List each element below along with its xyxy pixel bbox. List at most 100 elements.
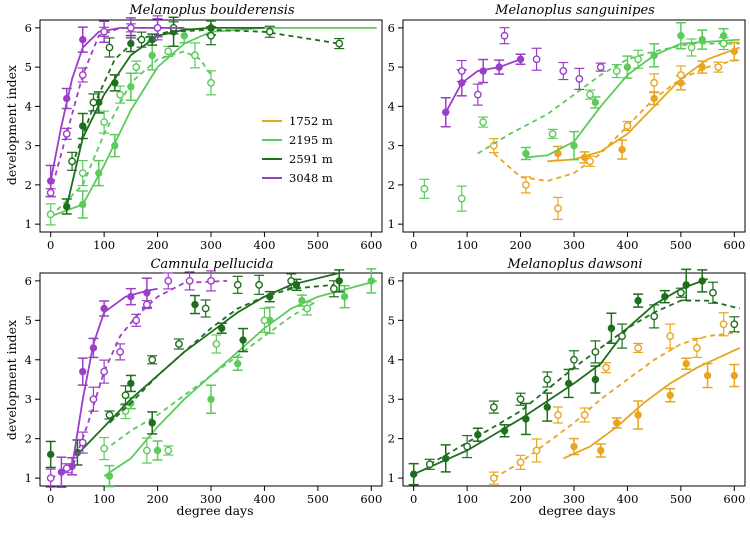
data-point-filled [148,51,156,60]
data-point-open [596,63,605,72]
data-point-open [532,446,541,455]
data-point-open [137,35,146,44]
data-point-open [532,55,541,64]
legend-label-2195m: 2195 m [289,133,333,147]
data-point-filled [613,419,621,427]
data-point-filled [698,277,706,285]
y-tick-label: 2 [388,178,395,192]
data-point-filled [442,108,450,116]
data-point-open [676,288,685,297]
fit-line-dashed-2195-m [103,299,319,452]
data-point-open [693,344,701,352]
data-point-open [489,403,498,412]
data-point-filled [127,292,135,301]
x-tick-label: 200 [510,238,532,252]
data-point-filled [623,63,632,71]
fit-line-dashed-2591-m [429,299,740,466]
data-point-open [233,280,242,289]
series-2195-m [419,21,740,212]
x-tick-label: 300 [200,238,222,252]
data-point-open [687,43,696,52]
data-point-open [634,55,643,64]
y-axis-label-top: development index [4,65,19,185]
data-point-filled [79,200,87,209]
data-point-filled [239,336,247,344]
data-point-open [714,63,723,72]
x-tick-label: 100 [93,238,115,252]
data-point-filled [89,344,98,352]
data-point-open [666,332,675,341]
x-tick-label: 0 [47,238,54,252]
data-point-open [425,460,434,469]
data-point-open [116,347,125,356]
fit-line-solid-2195-m [525,38,740,159]
data-point-filled [127,39,135,48]
data-point-filled [153,446,162,455]
data-point-open [132,63,141,72]
data-point-open [78,169,87,178]
data-point-filled [543,403,551,411]
data-point-filled [180,32,188,40]
fit-line-dashed-3048-m [50,280,228,479]
data-point-filled [79,367,87,376]
data-point-filled [634,296,642,305]
legend: 1752 m 2195 m 2591 m 3048 m [262,114,333,185]
data-point-open [207,276,215,285]
y-tick-label: 2 [388,432,395,446]
data-point-filled [292,281,301,289]
data-point-filled [127,379,135,388]
x-tick-label: 500 [307,492,329,506]
x-axis-label-right: degree days [538,503,615,518]
data-point-open [516,395,525,404]
data-point-filled [46,177,55,185]
series-2591-m [408,268,740,486]
y-tick-label: 5 [25,313,32,327]
data-point-filled [522,149,530,158]
series-3048-m [45,270,228,488]
y-tick-label: 5 [25,60,32,74]
data-point-open [255,280,263,289]
data-point-filled [79,122,87,130]
data-point-open [207,78,215,87]
data-point-open [175,340,183,348]
fit-line-solid-2591-m [76,272,340,456]
y-tick-label: 6 [25,21,32,35]
data-point-open [126,23,135,32]
data-point-open [185,276,194,285]
x-tick-label: 400 [253,492,275,506]
data-point-open [489,141,498,150]
legend-label-3048m: 3048 m [289,171,333,185]
fit-line-solid-2591-m [413,278,708,476]
data-point-filled [597,446,605,455]
y-tick-label: 4 [25,99,32,113]
data-point-open [463,442,472,451]
y-axis-label-bottom: development index [4,320,19,440]
data-point-filled [63,202,71,211]
fit-line-solid-1752-m [562,347,741,460]
fit-line-dashed-2195-m [477,42,740,155]
data-point-open [46,188,55,197]
data-point-open [489,474,498,483]
data-point-open [623,122,632,130]
data-point-open [287,276,296,285]
data-point-open [676,71,685,79]
data-point-open [586,157,594,166]
data-point-filled [730,47,739,56]
data-point-open [100,367,109,376]
data-point-filled [63,94,71,103]
fit-line-dashed-2591-m [108,283,334,424]
data-point-filled [698,63,706,71]
data-point-open [559,67,568,75]
data-point-open [46,210,55,219]
x-tick-label: 500 [307,238,329,252]
legend-label-2591m: 2591 m [289,152,333,166]
x-tick-label: 300 [563,492,585,506]
x-tick-label: 500 [670,492,692,506]
data-point-open [479,118,488,126]
y-tick-label: 6 [25,274,32,288]
x-tick-label: 400 [616,238,638,252]
x-tick-label: 200 [147,238,169,252]
data-point-open [335,39,344,48]
data-point-open [212,340,221,348]
data-point-filled [682,281,690,289]
